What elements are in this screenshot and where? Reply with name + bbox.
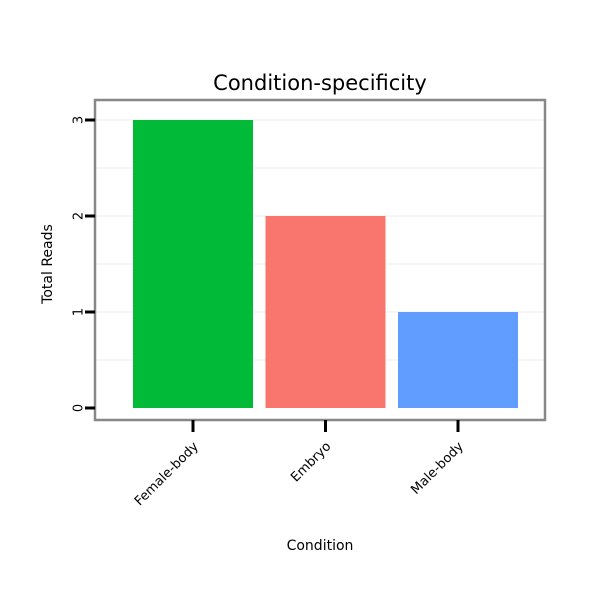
bar-female-body (133, 120, 253, 408)
bars (133, 120, 518, 408)
y-axis-ticks: 0 1 2 3 (72, 116, 95, 412)
x-axis-ticks: Female-body Embryo Male-body (132, 420, 467, 509)
y-tick-label: 3 (72, 116, 87, 124)
x-tick-label: Embryo (288, 439, 334, 485)
x-tick-label: Male-body (408, 439, 467, 498)
y-axis-label: Total Reads (40, 224, 56, 305)
x-axis-label: Condition (287, 538, 354, 554)
chart-title: Condition-specificity (213, 71, 427, 95)
bar-embryo (265, 216, 386, 408)
y-tick-label: 1 (72, 308, 87, 316)
y-tick-label: 0 (72, 404, 87, 412)
y-tick-label: 2 (72, 212, 87, 220)
plot-frame (93, 98, 547, 422)
x-tick-label: Female-body (132, 439, 202, 509)
bar-male-body (398, 312, 518, 408)
